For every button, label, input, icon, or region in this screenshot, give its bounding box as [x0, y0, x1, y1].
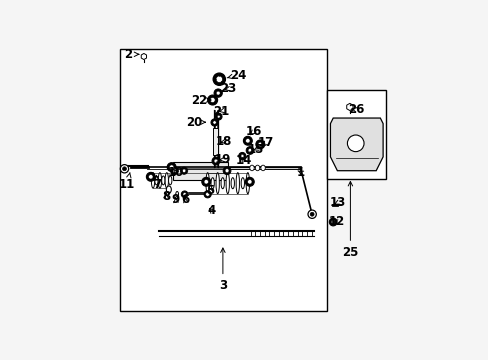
- Circle shape: [247, 180, 251, 184]
- Circle shape: [205, 192, 209, 196]
- Circle shape: [146, 172, 155, 181]
- Circle shape: [120, 165, 128, 173]
- Circle shape: [214, 159, 218, 163]
- Circle shape: [238, 152, 245, 159]
- Text: 11: 11: [119, 172, 135, 191]
- Circle shape: [216, 91, 220, 95]
- Text: 1: 1: [296, 166, 304, 179]
- Text: 3: 3: [219, 248, 226, 292]
- Text: 10: 10: [167, 166, 183, 179]
- Ellipse shape: [175, 192, 178, 197]
- Circle shape: [167, 163, 176, 172]
- Circle shape: [182, 169, 185, 172]
- Circle shape: [243, 136, 252, 145]
- Ellipse shape: [225, 173, 229, 194]
- Ellipse shape: [168, 176, 172, 185]
- Text: 5: 5: [206, 184, 214, 197]
- Text: 8: 8: [162, 190, 170, 203]
- Text: 22: 22: [191, 94, 210, 107]
- Text: 12: 12: [328, 216, 344, 229]
- Bar: [120, 49, 326, 311]
- Circle shape: [240, 154, 244, 158]
- Text: 9: 9: [171, 193, 180, 206]
- Ellipse shape: [241, 177, 244, 189]
- Bar: [326, 90, 386, 179]
- Ellipse shape: [151, 173, 154, 188]
- Circle shape: [245, 177, 254, 186]
- Text: 7: 7: [153, 175, 162, 191]
- Bar: [173, 162, 228, 180]
- Circle shape: [172, 169, 176, 173]
- Polygon shape: [346, 103, 352, 111]
- Ellipse shape: [231, 177, 234, 189]
- Circle shape: [213, 73, 225, 85]
- Polygon shape: [330, 118, 382, 171]
- Ellipse shape: [260, 165, 265, 171]
- Circle shape: [210, 98, 215, 103]
- Circle shape: [217, 115, 220, 118]
- Circle shape: [255, 140, 264, 149]
- Circle shape: [183, 193, 186, 196]
- Circle shape: [148, 175, 153, 179]
- Circle shape: [207, 95, 217, 105]
- Text: 4: 4: [207, 204, 216, 217]
- Ellipse shape: [165, 173, 168, 188]
- Ellipse shape: [221, 177, 224, 189]
- Circle shape: [328, 218, 336, 226]
- Circle shape: [181, 191, 187, 198]
- Circle shape: [210, 119, 218, 126]
- Ellipse shape: [216, 173, 219, 194]
- Text: 23: 23: [220, 82, 236, 95]
- Text: 2: 2: [124, 48, 139, 61]
- Text: 14: 14: [235, 154, 251, 167]
- Text: 20: 20: [185, 116, 205, 129]
- Circle shape: [215, 113, 222, 120]
- Text: 18: 18: [216, 135, 232, 148]
- Circle shape: [212, 121, 216, 124]
- Ellipse shape: [245, 173, 249, 194]
- Ellipse shape: [155, 176, 158, 185]
- Text: 6: 6: [181, 193, 189, 206]
- Circle shape: [180, 167, 187, 174]
- Circle shape: [170, 167, 178, 175]
- Polygon shape: [141, 53, 146, 59]
- Ellipse shape: [236, 173, 239, 194]
- Circle shape: [245, 147, 253, 154]
- Text: 21: 21: [213, 105, 229, 118]
- Circle shape: [309, 212, 313, 216]
- Ellipse shape: [158, 173, 161, 188]
- Circle shape: [330, 220, 334, 224]
- Circle shape: [258, 142, 262, 147]
- Text: 19: 19: [214, 153, 231, 166]
- Circle shape: [224, 169, 228, 173]
- Text: 15: 15: [247, 143, 264, 156]
- Text: 24: 24: [227, 68, 246, 82]
- Text: 13: 13: [329, 196, 346, 209]
- Ellipse shape: [162, 176, 164, 185]
- Circle shape: [203, 191, 211, 198]
- Circle shape: [247, 149, 251, 152]
- Circle shape: [307, 210, 316, 219]
- Ellipse shape: [205, 173, 209, 194]
- Circle shape: [346, 135, 363, 152]
- Text: 26: 26: [347, 103, 364, 116]
- Circle shape: [223, 167, 230, 175]
- Text: 25: 25: [342, 181, 358, 259]
- Text: 16: 16: [244, 125, 261, 138]
- Circle shape: [203, 180, 208, 184]
- Bar: [213, 128, 218, 156]
- Text: 17: 17: [257, 136, 273, 149]
- Circle shape: [216, 76, 222, 82]
- Circle shape: [122, 167, 126, 171]
- Ellipse shape: [166, 186, 171, 193]
- Circle shape: [169, 165, 173, 169]
- Ellipse shape: [211, 177, 214, 189]
- Circle shape: [214, 89, 222, 97]
- Circle shape: [245, 139, 249, 143]
- Circle shape: [202, 177, 210, 186]
- Circle shape: [212, 157, 220, 165]
- Ellipse shape: [249, 165, 254, 171]
- Ellipse shape: [255, 165, 259, 171]
